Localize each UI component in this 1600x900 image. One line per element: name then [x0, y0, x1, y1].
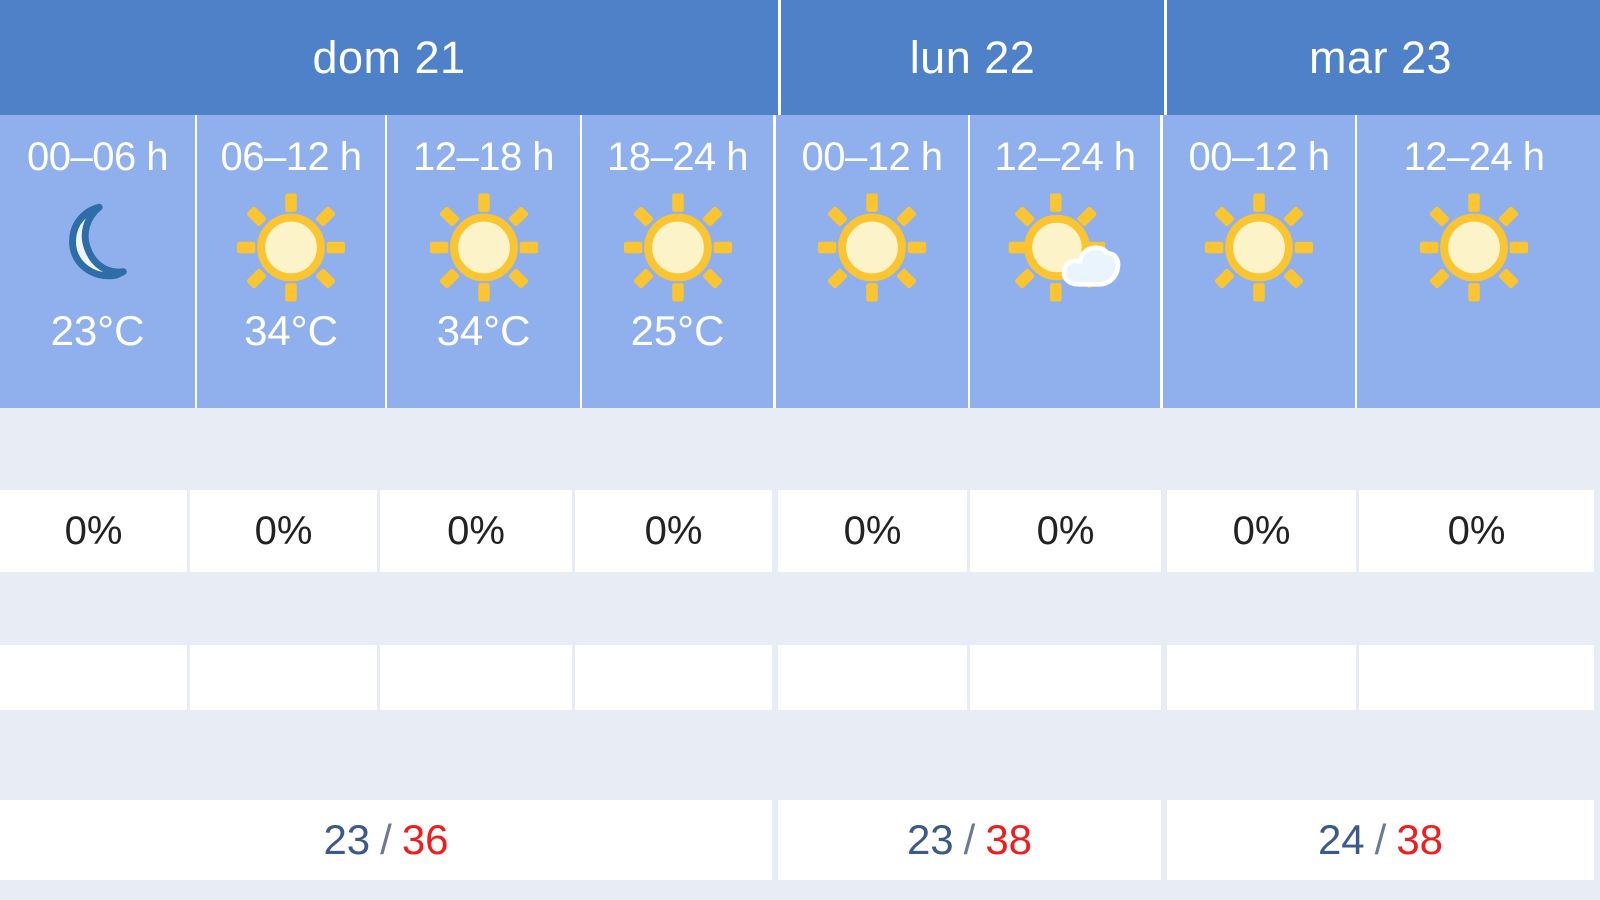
precip-probability-row: 0% 0% 0% 0% 0% 0% 0% 0%: [0, 490, 1600, 572]
sun-icon: [613, 190, 743, 305]
precip-amount-cell[interactable]: [1359, 645, 1600, 710]
slot-cell-0[interactable]: 00–06 h 23°C: [0, 115, 195, 408]
day-header-label: mar 23: [1308, 31, 1453, 83]
minmax-temperature-row: 23 / 36 23 / 38 24 / 38: [0, 800, 1600, 880]
precip-probability-cell[interactable]: 0%: [1359, 490, 1600, 572]
precip-amount-daygroup-lun-22: [778, 645, 1167, 710]
precip-amount-daygroup-mar-23: [1167, 645, 1600, 710]
spacer-row-above-precip-probability: [0, 408, 1600, 490]
slot-time-label: 12–24 h: [1403, 135, 1545, 179]
minmax-separator: /: [1374, 816, 1387, 863]
precip-amount-cell[interactable]: [1167, 645, 1359, 710]
precip-amount-cell[interactable]: [0, 645, 190, 710]
slot-cell-4[interactable]: 00–12 h: [776, 115, 968, 408]
minmax-separator: /: [380, 816, 392, 863]
precip-amount-label-row: h): [0, 572, 1600, 645]
slot-daygroup-dom-21: 00–06 h 23°C 06–12 h: [0, 115, 773, 408]
precip-probability-daygroup-mar-23: 0% 0%: [1167, 490, 1600, 572]
min-temperature: 24: [1317, 816, 1365, 863]
max-temperature: 38: [985, 816, 1033, 863]
precip-amount-cell[interactable]: [575, 645, 778, 710]
moon-icon: [33, 190, 163, 305]
slot-daygroup-lun-22: 00–12 h: [773, 115, 1160, 408]
precip-amount-cell[interactable]: [190, 645, 380, 710]
minmax-separator: /: [963, 816, 976, 863]
precip-amount-cell[interactable]: [970, 645, 1167, 710]
minmax-cell-mar-23[interactable]: 24 / 38: [1167, 800, 1600, 880]
sun-icon: [226, 190, 356, 305]
slot-time-label: 06–12 h: [220, 135, 362, 179]
slot-time-label: 00–06 h: [26, 135, 169, 179]
precip-probability-cell[interactable]: 0%: [190, 490, 380, 572]
day-header-band: dom 21 lun 22 mar 23: [0, 0, 1600, 115]
slot-band: 00–06 h 23°C 06–12 h: [0, 115, 1600, 408]
precip-amount-daygroup-dom-21: [0, 645, 778, 710]
day-header-label: lun 22: [909, 31, 1036, 83]
day-header-label: dom 21: [312, 31, 466, 83]
precip-probability-cell[interactable]: 0%: [575, 490, 778, 572]
slot-temp-label: 34°C: [436, 307, 531, 354]
slot-cell-1[interactable]: 06–12 h: [195, 115, 385, 408]
min-temperature: 23: [323, 816, 371, 863]
slot-cell-3[interactable]: 18–24 h: [580, 115, 773, 408]
precip-probability-daygroup-dom-21: 0% 0% 0% 0%: [0, 490, 778, 572]
sun-cloud-icon: [1000, 190, 1130, 305]
slot-time-label: 00–12 h: [1188, 135, 1330, 179]
sun-icon: [419, 190, 549, 305]
spacer-row-above-minmax: [0, 710, 1600, 800]
precip-amount-cell[interactable]: [778, 645, 970, 710]
sun-icon: [1194, 190, 1324, 305]
slot-cell-2[interactable]: 12–18 h: [385, 115, 580, 408]
max-temperature: 36: [401, 816, 449, 863]
slot-cell-7[interactable]: 12–24 h: [1355, 115, 1591, 408]
slot-temp-label: 23°C: [50, 307, 145, 354]
precip-probability-daygroup-lun-22: 0% 0%: [778, 490, 1167, 572]
minmax-cell-lun-22[interactable]: 23 / 38: [778, 800, 1167, 880]
max-temperature: 38: [1396, 816, 1444, 863]
day-header-lun-22[interactable]: lun 22: [778, 0, 1164, 115]
slot-time-label: 00–12 h: [801, 135, 943, 179]
precip-probability-cell[interactable]: 0%: [778, 490, 970, 572]
precip-probability-cell[interactable]: 0%: [970, 490, 1167, 572]
min-temperature: 23: [906, 816, 954, 863]
minmax-cell-dom-21[interactable]: 23 / 36: [0, 800, 778, 880]
slot-time-label: 12–24 h: [994, 135, 1136, 179]
precip-probability-cell[interactable]: 0%: [1167, 490, 1359, 572]
slot-cell-6[interactable]: 00–12 h: [1163, 115, 1355, 408]
precip-probability-cell[interactable]: 0%: [0, 490, 190, 572]
precip-probability-cell[interactable]: 0%: [380, 490, 575, 572]
precip-amount-row: [0, 645, 1600, 710]
slot-time-label: 18–24 h: [606, 135, 749, 179]
sun-icon: [1409, 190, 1539, 305]
slot-temp-label: 34°C: [244, 307, 338, 354]
slot-daygroup-mar-23: 00–12 h: [1160, 115, 1591, 408]
day-header-dom-21[interactable]: dom 21: [0, 0, 778, 115]
slot-time-label: 12–18 h: [412, 135, 555, 179]
day-header-mar-23[interactable]: mar 23: [1164, 0, 1594, 115]
precip-amount-cell[interactable]: [380, 645, 575, 710]
slot-cell-5[interactable]: 12–24 h: [968, 115, 1160, 408]
slot-temp-label: 25°C: [630, 307, 725, 354]
sun-icon: [807, 190, 937, 305]
bottom-spacer-row: [0, 880, 1600, 900]
